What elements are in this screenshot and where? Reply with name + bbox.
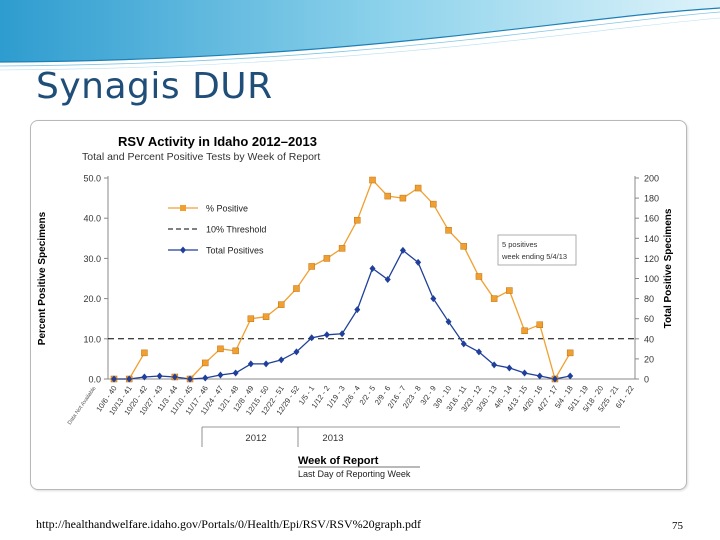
point-percent-positive: [293, 285, 300, 292]
right-tick-label: 180: [644, 194, 659, 204]
point-total-positives: [354, 306, 361, 314]
point-percent-positive: [445, 227, 452, 234]
point-total-positives: [232, 369, 239, 377]
source-url: http://healthandwelfare.idaho.gov/Portal…: [36, 517, 421, 531]
point-percent-positive: [460, 243, 467, 250]
point-total-positives: [384, 276, 391, 284]
legend-marker-percent: [180, 205, 186, 211]
annotation-line-1: 5 positives: [502, 240, 538, 249]
point-total-positives: [323, 331, 330, 339]
point-total-positives: [536, 372, 543, 380]
point-total-positives: [521, 369, 528, 377]
point-total-positives: [369, 264, 376, 272]
right-tick-label: 100: [644, 274, 659, 284]
point-percent-positive: [430, 200, 437, 208]
legend-label-threshold: 10% Threshold: [206, 225, 266, 235]
corner-note: Data Not Available: [67, 386, 98, 426]
point-percent-positive: [141, 349, 148, 357]
point-total-positives: [491, 361, 498, 369]
annotation-line-2: week ending 5/4/13: [501, 252, 567, 261]
left-tick-label: 10.0: [83, 334, 101, 344]
point-percent-positive: [247, 315, 255, 322]
chart-subtitle: Total and Percent Positive Tests by Week…: [82, 151, 320, 163]
left-tick-label: 40.0: [83, 214, 101, 224]
right-tick-label: 80: [644, 294, 654, 304]
point-percent-positive: [278, 301, 285, 308]
right-tick-label: 60: [644, 314, 654, 324]
page-number: 75: [672, 520, 683, 532]
point-total-positives: [399, 246, 406, 254]
annotation-box: [497, 234, 577, 266]
point-total-positives: [141, 373, 148, 381]
point-total-positives: [156, 372, 163, 380]
right-tick-label: 20: [644, 354, 654, 364]
point-percent-positive: [232, 347, 239, 355]
point-percent-positive: [323, 255, 331, 262]
point-total-positives: [445, 318, 452, 326]
left-axis-title: Percent Positive Specimens: [37, 211, 48, 345]
point-total-positives: [415, 258, 422, 266]
left-tick-label: 30.0: [83, 254, 101, 264]
point-percent-positive: [506, 287, 513, 294]
legend-marker-total: [180, 246, 186, 254]
point-total-positives: [308, 334, 315, 342]
point-total-positives: [217, 371, 224, 379]
chart-title: RSV Activity in Idaho 2012–2013: [118, 134, 317, 149]
year-label: 2012: [245, 433, 266, 444]
point-total-positives: [111, 375, 117, 383]
point-total-positives: [475, 348, 482, 356]
year-label: 2013: [322, 433, 343, 444]
right-tick-label: 40: [644, 334, 654, 344]
point-percent-positive: [566, 349, 574, 357]
point-total-positives: [506, 364, 513, 372]
right-tick-label: 160: [644, 214, 659, 224]
series-line-total-positives: [114, 249, 571, 380]
point-percent-positive: [369, 176, 376, 184]
header-banner: [0, 0, 720, 71]
legend-label-total: Total Positives: [206, 246, 264, 256]
slide-title: Synagis DUR: [36, 66, 273, 107]
point-total-positives: [293, 348, 300, 356]
point-percent-positive: [475, 273, 483, 280]
point-percent-positive: [384, 192, 391, 200]
point-total-positives: [202, 374, 209, 382]
right-tick-label: 120: [644, 254, 659, 264]
left-tick-label: 50.0: [83, 174, 101, 184]
point-percent-positive: [414, 184, 422, 192]
left-tick-label: 20.0: [83, 294, 101, 304]
point-percent-positive: [201, 359, 209, 367]
point-percent-positive: [399, 194, 407, 202]
x-axis-title: Week of Report: [298, 455, 379, 467]
right-tick-label: 200: [644, 174, 659, 184]
point-total-positives: [567, 372, 574, 380]
point-total-positives: [278, 356, 285, 364]
right-axis-title: Total Positive Specimens: [663, 208, 674, 328]
point-total-positives: [551, 375, 558, 383]
point-total-positives: [460, 340, 467, 348]
chart: RSV Activity in Idaho 2012–2013 Total and…: [37, 134, 674, 479]
point-percent-positive: [521, 327, 528, 335]
point-percent-positive: [262, 313, 270, 320]
point-total-positives: [339, 330, 346, 338]
point-total-positives: [430, 295, 437, 303]
point-total-positives: [187, 375, 194, 383]
point-percent-positive: [217, 345, 224, 353]
legend-label-percent: % Positive: [206, 204, 248, 214]
left-tick-label: 0.0: [88, 375, 101, 385]
x-axis-subtitle: Last Day of Reporting Week: [298, 469, 411, 479]
right-tick-label: 0: [644, 375, 649, 385]
right-tick-label: 140: [644, 234, 659, 244]
point-total-positives: [263, 360, 270, 368]
point-total-positives: [171, 373, 178, 381]
point-total-positives: [126, 375, 133, 383]
point-percent-positive: [490, 295, 498, 302]
point-percent-positive: [536, 321, 544, 328]
point-total-positives: [247, 360, 254, 368]
point-percent-positive: [354, 216, 361, 224]
point-percent-positive: [308, 263, 315, 270]
point-percent-positive: [338, 245, 346, 252]
